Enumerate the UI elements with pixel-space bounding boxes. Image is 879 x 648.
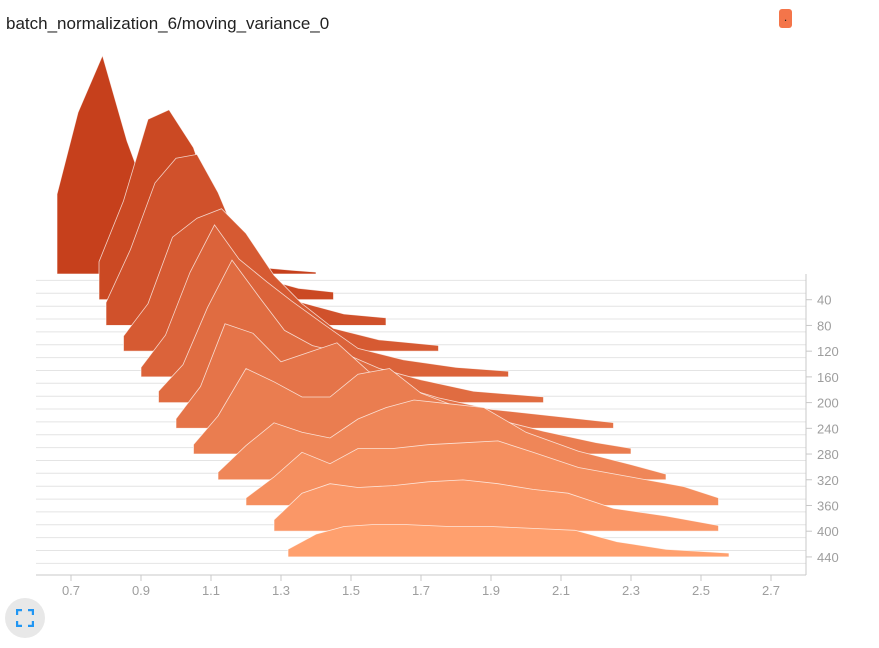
histogram-ridge-step-400 xyxy=(273,479,719,532)
step-tick-label: 80 xyxy=(817,318,831,333)
step-tick-label: 360 xyxy=(817,498,839,513)
step-tick-label: 280 xyxy=(817,447,839,462)
x-tick-label: 2.3 xyxy=(622,583,640,598)
x-tick-label: 2.5 xyxy=(692,583,710,598)
histogram-ridge-step-440 xyxy=(287,524,730,558)
step-tick-label: 320 xyxy=(817,473,839,488)
x-tick-label: 1.9 xyxy=(482,583,500,598)
step-tick-label: 240 xyxy=(817,421,839,436)
x-tick-label: 1.7 xyxy=(412,583,430,598)
step-tick-label: 400 xyxy=(817,524,839,539)
x-axis: 0.7 0.9 1.1 1.3 1.5 1.7 1.9 2.1 2.3 2.5 2.7 xyxy=(36,574,806,598)
step-axis: 40 80 120 160 200 240 280 320 360 400 440 xyxy=(805,274,839,575)
step-tick-label: 120 xyxy=(817,344,839,359)
histogram-ridges xyxy=(56,54,730,558)
x-tick-label: 1.3 xyxy=(272,583,290,598)
fullscreen-button[interactable] xyxy=(5,598,45,638)
x-tick-label: 1.1 xyxy=(202,583,220,598)
x-tick-label: 0.9 xyxy=(132,583,150,598)
step-tick-label: 160 xyxy=(817,370,839,385)
step-tick-label: 200 xyxy=(817,396,839,411)
x-tick-label: 2.1 xyxy=(552,583,570,598)
x-tick-label: 1.5 xyxy=(342,583,360,598)
x-tick-label: 0.7 xyxy=(62,583,80,598)
step-tick-label: 40 xyxy=(817,293,831,308)
step-tick-label: 440 xyxy=(817,550,839,565)
run-color-badge[interactable]: . xyxy=(779,9,792,28)
chart-title: batch_normalization_6/moving_variance_0 xyxy=(6,14,330,33)
x-tick-label: 2.7 xyxy=(762,583,780,598)
fullscreen-icon xyxy=(16,609,34,627)
histogram-chart: 0.7 0.9 1.1 1.3 1.5 1.7 1.9 2.1 2.3 2.5 2.7 40 80 12… xyxy=(36,54,839,598)
